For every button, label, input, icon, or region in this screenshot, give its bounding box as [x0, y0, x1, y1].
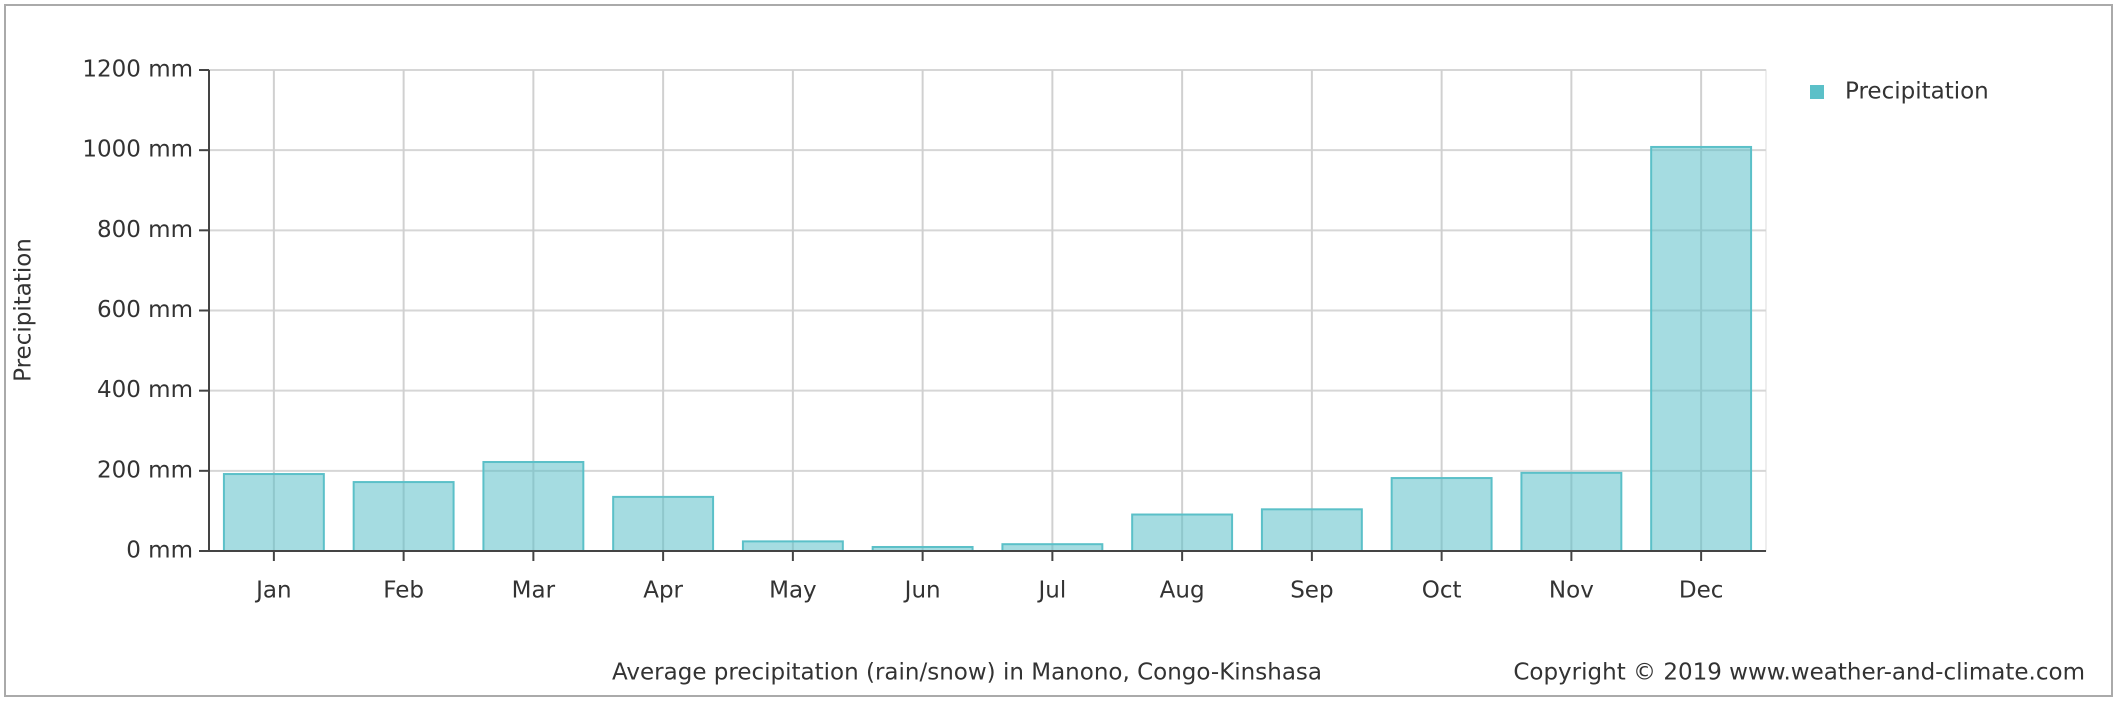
y-tick-label: 1200 mm [82, 57, 193, 83]
bar [1131, 513, 1234, 553]
x-tick-label: Oct [1422, 578, 1462, 604]
x-tick-label: May [769, 578, 817, 604]
bar [1650, 145, 1753, 553]
bar [482, 461, 585, 553]
bar [612, 495, 715, 553]
bar [1390, 477, 1493, 553]
x-tick-label: Nov [1549, 578, 1594, 604]
x-tick-label: Jan [254, 578, 291, 604]
bar [352, 481, 455, 553]
bar [1001, 543, 1104, 553]
x-tick-label: Jul [1036, 578, 1066, 604]
x-tick-label: Aug [1160, 578, 1205, 604]
y-tick-label: 1000 mm [82, 137, 193, 163]
bar [1520, 471, 1623, 552]
y-tick-label: 600 mm [97, 297, 193, 323]
legend-label: Precipitation [1845, 79, 1989, 105]
bar [222, 473, 325, 553]
legend-swatch [1810, 85, 1824, 99]
x-tick-label: Mar [512, 578, 556, 604]
y-tick-label: 200 mm [97, 457, 193, 483]
caption: Average precipitation (rain/snow) in Man… [612, 660, 1322, 686]
copyright: Copyright © 2019 www.weather-and-climate… [1513, 660, 2085, 686]
x-tick-label: Sep [1290, 578, 1333, 604]
bar [741, 540, 844, 553]
y-tick-label: 800 mm [97, 217, 193, 243]
y-axis-label: Precipitation [11, 238, 37, 382]
x-tick-label: Dec [1679, 578, 1724, 604]
x-tick-label: Feb [383, 578, 424, 604]
x-tick-label: Apr [643, 578, 683, 604]
y-tick-label: 400 mm [97, 377, 193, 403]
y-tick-label: 0 mm [126, 538, 193, 564]
x-tick-label: Jun [903, 578, 941, 604]
bar [1260, 508, 1363, 552]
